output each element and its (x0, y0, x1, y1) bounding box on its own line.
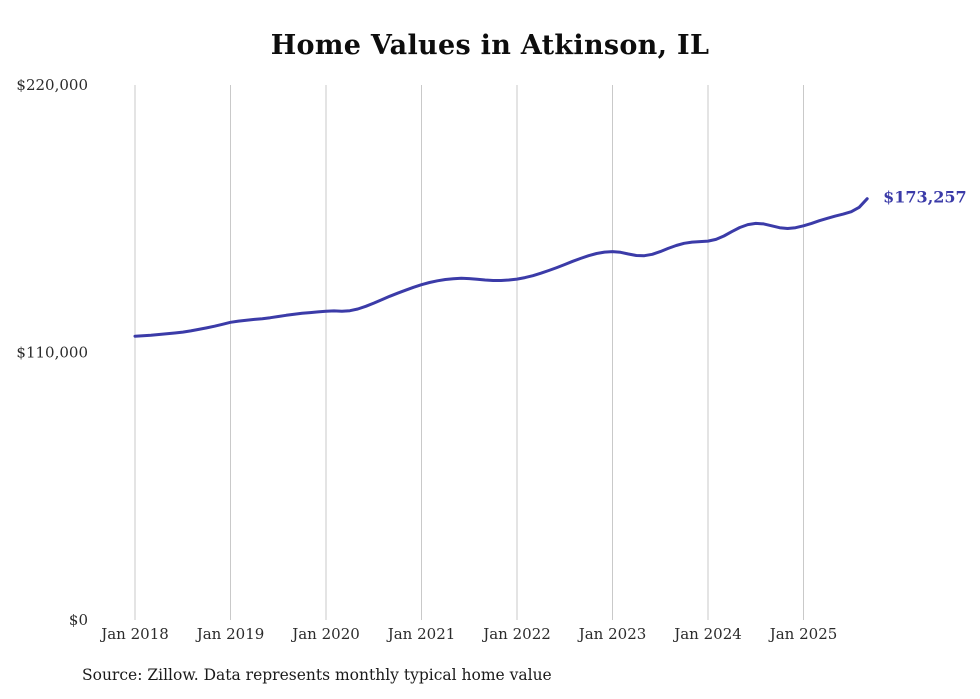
y-axis-tick-label: $0 (69, 611, 88, 629)
x-axis-tick-label: Jan 2021 (386, 625, 456, 643)
home-value-line (133, 197, 869, 338)
x-axis-tick-label: Jan 2025 (768, 625, 838, 643)
x-axis-tick-label: Jan 2023 (577, 625, 647, 643)
x-axis-tick-label: Jan 2020 (290, 625, 360, 643)
y-axis-tick-label: $110,000 (16, 344, 88, 362)
x-axis-tick-label: Jan 2024 (672, 625, 742, 643)
latest-value-label: $173,257 (883, 188, 967, 207)
y-axis-tick-label: $220,000 (16, 76, 88, 94)
x-axis-tick-label: Jan 2018 (99, 625, 169, 643)
x-axis-tick-label: Jan 2019 (195, 625, 265, 643)
chart-title: Home Values in Atkinson, IL (270, 30, 710, 61)
source-note: Source: Zillow. Data represents monthly … (82, 666, 552, 684)
x-axis-tick-label: Jan 2022 (481, 625, 551, 643)
